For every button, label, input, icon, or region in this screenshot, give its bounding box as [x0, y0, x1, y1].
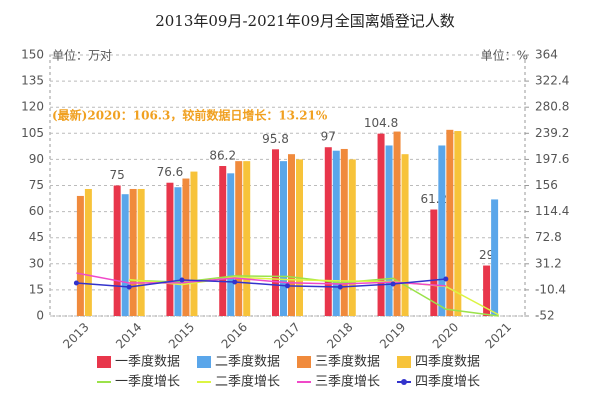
data-label: 104.8 — [364, 116, 398, 130]
bar — [393, 131, 401, 316]
y2-tick-label: 280.8 — [535, 100, 569, 114]
legend-swatch — [97, 356, 111, 368]
legend-swatch — [297, 356, 311, 368]
x-tick-label: 2019 — [377, 320, 408, 351]
y2-tick-label: 31.2 — [535, 256, 562, 270]
bar — [137, 188, 145, 316]
bar — [280, 161, 287, 316]
bar — [190, 171, 198, 316]
legend-label: 一季度增长 — [115, 374, 180, 390]
plot-frame — [49, 54, 526, 317]
y-tick-label: 45 — [29, 230, 44, 244]
y-tick-label: 0 — [36, 309, 44, 323]
y-tick-label: 30 — [29, 256, 44, 270]
bar — [430, 209, 438, 316]
y-tick-label: 135 — [21, 74, 44, 88]
y2-tick-label: 197.6 — [535, 152, 569, 166]
y-tick-label: 60 — [29, 204, 44, 218]
legend-label: 一季度数据 — [115, 354, 180, 370]
bar — [483, 265, 491, 316]
bar — [227, 173, 235, 316]
x-tick-label: 2015 — [166, 320, 197, 351]
chart-title: 2013年09月-2021年09月全国离婚登记人数 — [155, 12, 455, 30]
data-label: 86.2 — [209, 149, 236, 163]
legend-label: 四季度数据 — [415, 354, 480, 370]
bar — [377, 133, 385, 316]
data-label: 29 — [479, 248, 494, 262]
growth-marker — [73, 280, 79, 286]
bar — [296, 159, 303, 316]
bar — [219, 166, 227, 316]
growth-line — [76, 278, 446, 288]
y2-tick-label: -52 — [535, 309, 555, 323]
y2-tick-label: 114.4 — [535, 204, 569, 218]
bar — [272, 149, 279, 316]
bar — [129, 188, 137, 316]
bar — [438, 145, 446, 316]
legend-label: 三季度数据 — [315, 354, 380, 370]
growth-line — [76, 272, 446, 287]
x-tick-label: 2016 — [219, 320, 250, 351]
bar — [385, 145, 393, 316]
y2-tick-label: 239.2 — [535, 126, 569, 140]
bar — [84, 188, 92, 316]
bar — [454, 131, 462, 316]
bar — [182, 178, 190, 316]
y2-tick-label: 72.8 — [535, 230, 562, 244]
data-label: 76.6 — [157, 165, 184, 179]
growth-marker — [285, 283, 290, 289]
y2-tick-label: -10.4 — [535, 282, 566, 296]
x-tick-label: 2020 — [430, 320, 461, 351]
y2-axis-unit: 单位：% — [481, 48, 528, 63]
bar — [332, 150, 340, 316]
x-tick-label: 2014 — [113, 320, 144, 351]
growth-marker — [337, 284, 343, 290]
bar — [446, 129, 454, 316]
bar — [121, 194, 129, 316]
legend-label: 二季度数据 — [215, 354, 280, 370]
y-tick-label: 150 — [21, 48, 44, 62]
legend-swatch — [397, 356, 411, 368]
y-tick-label: 105 — [21, 126, 44, 140]
growth-marker — [390, 281, 396, 287]
x-tick-label: 2017 — [271, 320, 302, 351]
bar — [113, 185, 121, 316]
annotation: (最新)2020：106.3，较前数据日增长：13.21% — [52, 108, 328, 123]
y2-tick-label: 156 — [535, 178, 558, 192]
bar — [235, 161, 243, 316]
bar — [166, 182, 174, 316]
y-tick-label: 15 — [29, 282, 44, 296]
legend-label: 三季度增长 — [315, 374, 380, 390]
y-tick-label: 120 — [21, 100, 44, 114]
x-tick-label: 2018 — [324, 320, 355, 351]
legend-marker — [401, 379, 407, 385]
growth-marker — [232, 279, 238, 285]
growth-marker — [443, 276, 449, 282]
bar — [340, 148, 348, 316]
x-tick-label: 2013 — [60, 320, 91, 351]
growth-marker — [126, 284, 132, 290]
data-label: 95.8 — [262, 132, 289, 146]
y-tick-label: 75 — [29, 178, 44, 192]
y-tick-label: 90 — [29, 152, 44, 166]
data-label: 97 — [321, 130, 336, 144]
bar — [288, 154, 295, 316]
bar — [174, 187, 182, 316]
bar — [324, 147, 332, 316]
y2-tick-label: 364 — [535, 48, 558, 62]
data-label: 75 — [110, 168, 125, 182]
bar — [348, 159, 356, 316]
y2-tick-label: 322.4 — [535, 74, 569, 88]
bar — [401, 154, 409, 316]
legend-label: 四季度增长 — [415, 374, 480, 390]
legend-label: 二季度增长 — [215, 374, 280, 390]
x-tick-label: 2021 — [483, 320, 514, 351]
bar — [491, 199, 499, 316]
growth-marker — [179, 277, 185, 283]
bar — [76, 195, 84, 316]
legend-swatch — [197, 356, 211, 368]
bar — [243, 161, 251, 316]
